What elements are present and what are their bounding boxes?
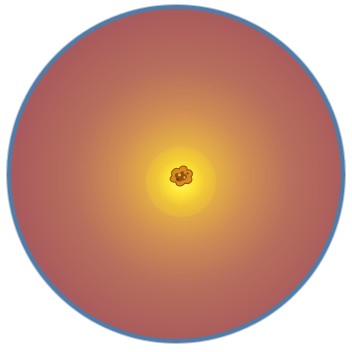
specimen-shape (169, 165, 193, 187)
specimen-colony (165, 163, 197, 189)
